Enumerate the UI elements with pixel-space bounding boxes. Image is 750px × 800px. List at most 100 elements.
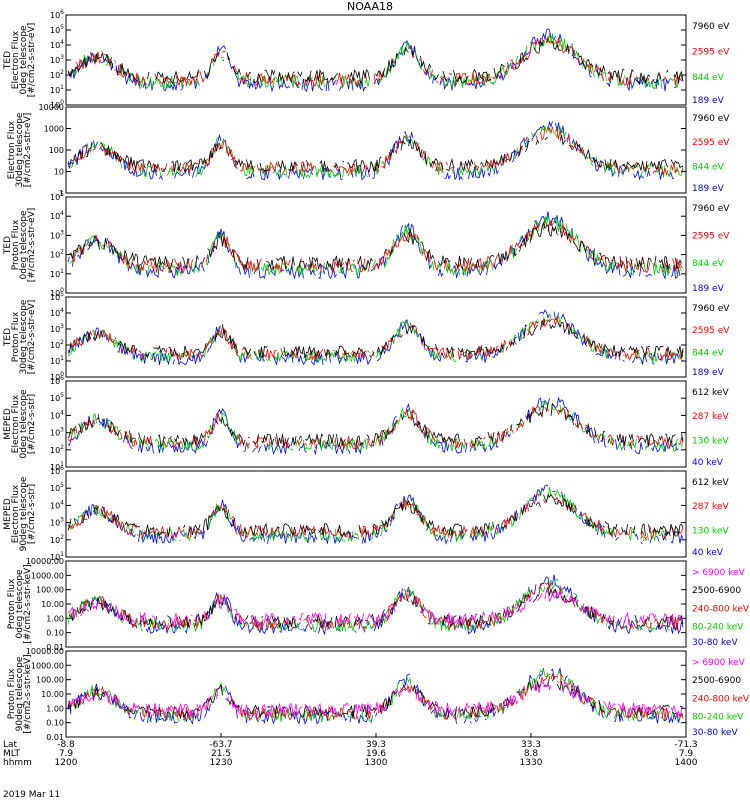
panel-meped-electron-90: 101 102 103 104 105 106 MEPEDElectron Flux90de… xyxy=(3,465,729,562)
flux-trace xyxy=(67,666,684,725)
y-tick-label: 100 xyxy=(50,99,64,110)
y-tick-label: 100.00 xyxy=(36,586,64,595)
y-axis-label: Electron Flux30deg telescope[#/cm2-s-str… xyxy=(7,112,33,187)
panel-stack: 100 101 102 103 104 105 106 TEDElectron Flux0de… xyxy=(3,9,750,742)
y-tick-label: 105 xyxy=(50,24,64,35)
y-tick-label: 103 xyxy=(50,517,64,528)
legend-entry: > 6900 keV xyxy=(692,568,746,578)
x-axis-tick-label: 1330 xyxy=(520,758,543,768)
flux-trace xyxy=(68,221,682,271)
legend-entry: 2595 eV xyxy=(692,47,730,57)
legend-entry: 287 keV xyxy=(692,412,729,422)
x-axis-tick-label: 1230 xyxy=(210,758,233,768)
x-axis-tick-label: 21.5 xyxy=(211,749,231,759)
legend-entry: 189 eV xyxy=(692,184,725,194)
y-axis-label: TEDProton Flux30deg telescope[#/cm2-s-st… xyxy=(3,299,37,374)
legend-entry: 40 keV xyxy=(692,548,724,558)
flux-trace xyxy=(67,319,684,358)
legend-entry: 7960 eV xyxy=(692,114,730,124)
y-axis-label: MEPEDElectron Flux90deg telescope[#/cm2-… xyxy=(3,476,37,551)
x-axis-tick-label: 1400 xyxy=(675,758,698,768)
legend-entry: 40 keV xyxy=(692,458,724,468)
y-tick-label: 102 xyxy=(50,444,64,455)
y-tick-label: 1.00 xyxy=(46,614,64,623)
flux-trace xyxy=(67,134,684,173)
legend-entry: 30-80 keV xyxy=(692,638,738,648)
legend-entry: 7960 eV xyxy=(692,204,730,214)
x-axis-tick-label: 1200 xyxy=(55,758,78,768)
y-tick-label: 1000.00 xyxy=(31,661,64,670)
legend-entry: 2500-6900 xyxy=(692,676,741,686)
flux-trace xyxy=(67,493,684,538)
x-axis-tick-label: 7.9 xyxy=(59,749,74,759)
flux-trace xyxy=(69,215,682,277)
legend-entry: 2595 eV xyxy=(692,138,730,148)
y-tick-label: 106 xyxy=(50,465,64,476)
panel-meped-electron-0: 101 102 103 104 105 106 MEPEDElectron Flux0deg… xyxy=(3,375,729,472)
flux-trace xyxy=(67,28,682,93)
flux-trace xyxy=(67,211,681,280)
y-tick-label: 101 xyxy=(50,461,64,472)
x-axis-tick-label: -8.8 xyxy=(57,740,75,750)
y-tick-label: 100.00 xyxy=(36,676,64,685)
y-tick-label: 104 xyxy=(50,39,64,50)
x-axis-tick-label: 1300 xyxy=(365,758,388,768)
y-tick-label: 1.00 xyxy=(46,704,64,713)
legend-entry: 189 eV xyxy=(692,368,725,378)
y-axis-label: MEPEDElectron Flux0deg telescope[#/cm2-s… xyxy=(3,389,37,459)
panel-ted-electron-30: 1 10 100 1000 10000 Electron Flux30deg telesc… xyxy=(7,103,730,198)
panel-frame xyxy=(65,470,687,558)
y-tick-label: 102 xyxy=(50,249,64,260)
y-tick-label: 104 xyxy=(50,409,64,420)
flux-trace xyxy=(67,680,684,717)
legend-entry: 2595 eV xyxy=(692,231,730,241)
flux-trace xyxy=(67,676,684,720)
y-tick-label: 105 xyxy=(50,482,64,493)
y-tick-label: 10000.00 xyxy=(26,557,64,566)
legend-entry: 2595 eV xyxy=(692,326,730,336)
legend-entry: 240-800 keV xyxy=(692,694,750,704)
y-tick-label: 1000 xyxy=(44,125,64,134)
y-tick-label: 1000.00 xyxy=(31,571,64,580)
y-tick-label: 10000.00 xyxy=(26,647,64,656)
legend-entry: 189 eV xyxy=(692,96,725,106)
y-tick-label: 10.00 xyxy=(41,600,64,609)
y-tick-label: 106 xyxy=(50,375,64,386)
x-axis-tick-label: 19.6 xyxy=(366,749,386,759)
chart-title: NOAA18 xyxy=(347,0,393,13)
x-axis-tick-label: -71.3 xyxy=(674,740,697,750)
y-tick-label: 101 xyxy=(50,551,64,562)
y-tick-label: 10000 xyxy=(39,103,64,112)
legend-entry: 7960 eV xyxy=(692,22,730,32)
y-axis-label: TEDElectron Flux0deg telescope[#/cm2-s-s… xyxy=(3,23,37,98)
y-tick-label: 104 xyxy=(50,307,64,318)
legend-entry: 80-240 keV xyxy=(692,622,744,632)
legend-entry: 30-80 keV xyxy=(692,728,738,738)
panel-meped-proton-0: 0.01 0.10 1.00 10.00 100.00 1000.00 10000.00Pr… xyxy=(7,557,750,652)
y-tick-label: 104 xyxy=(50,210,64,221)
legend-entry: 2500-6900 xyxy=(692,586,741,596)
x-axis-row-label: Lat xyxy=(3,740,18,750)
panel-frame xyxy=(65,14,687,106)
y-tick-label: 103 xyxy=(50,427,64,438)
y-tick-label: 10.00 xyxy=(41,690,64,699)
panel-ted-proton-30: 100 101 102 103 104 105 TEDProton Flux30deg te… xyxy=(3,291,730,382)
flux-trace xyxy=(67,493,684,541)
panel-frame xyxy=(65,560,687,648)
y-tick-label: 0.01 xyxy=(46,733,64,742)
y-tick-label: 10 xyxy=(54,168,64,177)
y-tick-label: 104 xyxy=(50,499,64,510)
y-tick-label: 105 xyxy=(50,191,64,202)
y-tick-label: 101 xyxy=(50,268,64,279)
legend-entry: 844 eV xyxy=(692,73,725,83)
legend-entry: 130 keV xyxy=(692,526,729,536)
legend-entry: 287 keV xyxy=(692,502,729,512)
panel-frame xyxy=(65,196,687,294)
date-label: 2019 Mar 11 xyxy=(3,790,60,800)
legend-entry: 130 keV xyxy=(692,436,729,446)
legend-entry: 240-800 keV xyxy=(692,604,750,614)
y-tick-label: 105 xyxy=(50,392,64,403)
flux-trace xyxy=(67,401,684,453)
flux-trace xyxy=(70,316,684,362)
